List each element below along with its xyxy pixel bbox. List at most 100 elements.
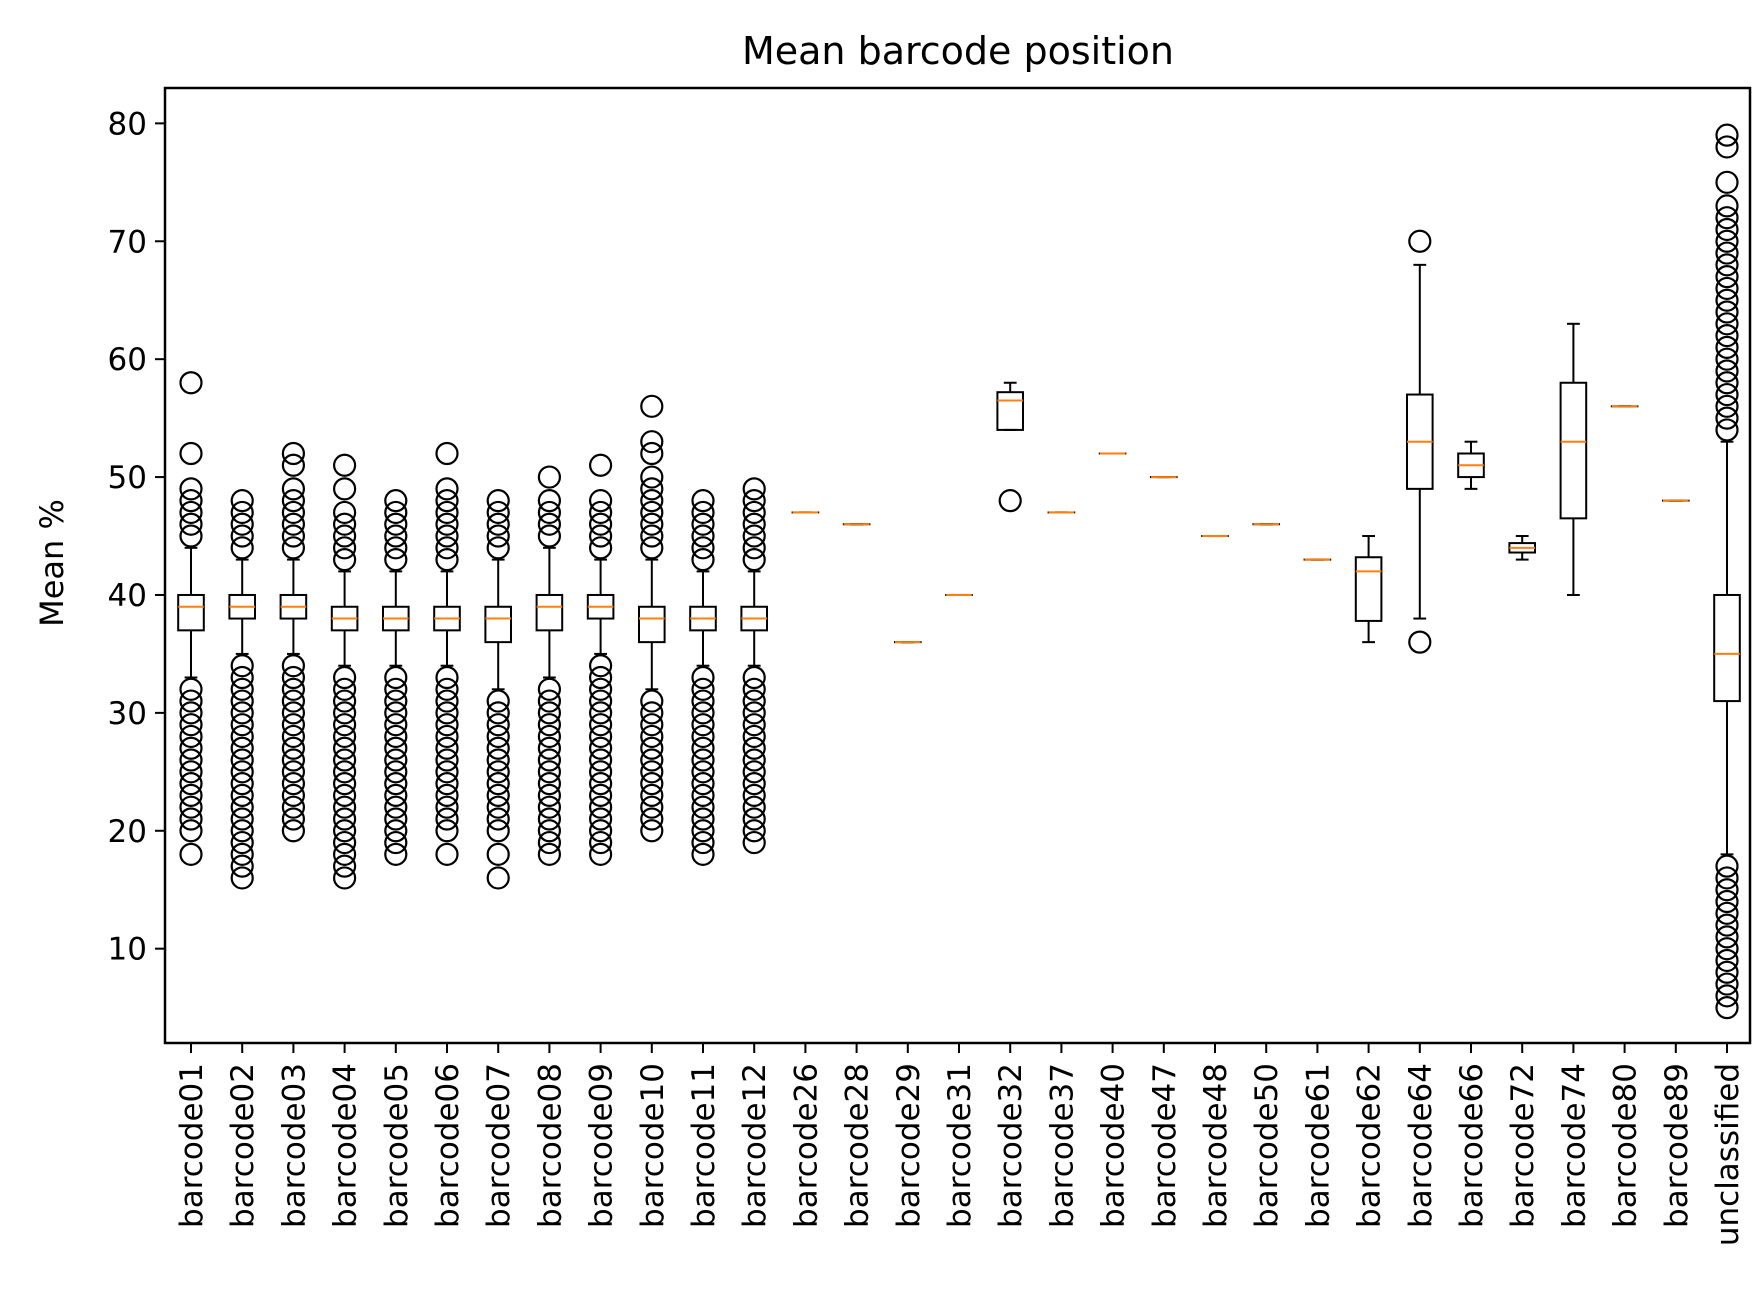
outlier-point bbox=[640, 748, 664, 772]
outlier-point bbox=[588, 713, 613, 737]
outlier-point bbox=[384, 783, 408, 808]
outlier-point bbox=[691, 536, 715, 560]
outlier-point bbox=[588, 665, 613, 690]
outlier-point bbox=[281, 783, 305, 808]
x-tick-label: barcode07 bbox=[481, 1063, 517, 1228]
x-tick-label: barcode89 bbox=[1659, 1063, 1695, 1228]
outlier-point bbox=[998, 489, 1022, 513]
iqr-box bbox=[484, 605, 512, 644]
outlier-point bbox=[691, 724, 715, 749]
outlier-point bbox=[230, 654, 254, 678]
outlier-point bbox=[640, 394, 664, 418]
x-tick-label: barcode80 bbox=[1608, 1063, 1644, 1228]
box-barcode05 bbox=[382, 489, 410, 866]
outlier-point bbox=[281, 724, 305, 749]
outlier-point bbox=[179, 371, 203, 395]
outlier-point bbox=[333, 477, 357, 501]
outlier-point bbox=[179, 783, 203, 808]
x-tick-label: barcode04 bbox=[328, 1063, 364, 1228]
outlier-point bbox=[691, 713, 715, 737]
outlier-point bbox=[486, 500, 510, 525]
outlier-point bbox=[281, 772, 305, 796]
outlier-point bbox=[640, 783, 664, 808]
outlier-point bbox=[691, 772, 715, 796]
y-tick-label: 50 bbox=[108, 460, 147, 496]
outlier-point bbox=[742, 512, 766, 536]
outlier-point bbox=[588, 760, 613, 784]
outlier-point bbox=[1715, 241, 1739, 265]
outlier-point bbox=[1715, 382, 1739, 407]
outlier-point bbox=[537, 807, 562, 831]
x-tick-label: barcode05 bbox=[379, 1063, 415, 1228]
outlier-point bbox=[742, 748, 766, 772]
outlier-point bbox=[384, 665, 408, 690]
box-barcode06 bbox=[433, 441, 461, 866]
outlier-point bbox=[640, 689, 664, 713]
outlier-point bbox=[588, 830, 613, 855]
outlier-point bbox=[179, 689, 203, 713]
box-barcode66 bbox=[1457, 440, 1485, 490]
outlier-point bbox=[435, 524, 459, 548]
x-tick-label: barcode37 bbox=[1044, 1063, 1080, 1228]
outlier-point bbox=[742, 783, 766, 808]
x-tick-label: unclassified bbox=[1710, 1063, 1746, 1246]
outlier-point bbox=[179, 772, 203, 796]
outlier-point bbox=[281, 807, 305, 831]
outlier-point bbox=[333, 500, 357, 525]
outlier-point bbox=[230, 701, 254, 725]
x-tick-label: barcode50 bbox=[1249, 1063, 1285, 1228]
outlier-point bbox=[281, 654, 305, 678]
outlier-point bbox=[640, 772, 664, 796]
outlier-point bbox=[179, 441, 203, 466]
outlier-point bbox=[435, 512, 459, 536]
outlier-point bbox=[384, 512, 408, 536]
outlier-point bbox=[435, 665, 459, 690]
outlier-point bbox=[1715, 913, 1739, 937]
outlier-point bbox=[179, 807, 203, 831]
outlier-point bbox=[384, 842, 408, 866]
outlier-point bbox=[230, 713, 254, 737]
outlier-point bbox=[1715, 253, 1739, 277]
outlier-point bbox=[486, 748, 510, 772]
outlier-point bbox=[384, 677, 408, 701]
outlier-point bbox=[537, 701, 562, 725]
outlier-point bbox=[588, 524, 613, 548]
outlier-point bbox=[384, 548, 408, 572]
outlier-point bbox=[486, 724, 510, 749]
outlier-point bbox=[537, 724, 562, 749]
outlier-point bbox=[281, 819, 305, 843]
outlier-point bbox=[588, 489, 613, 513]
outlier-point bbox=[435, 819, 459, 843]
outlier-point bbox=[384, 724, 408, 749]
outlier-point bbox=[691, 701, 715, 725]
outlier-point bbox=[742, 548, 766, 572]
outlier-point bbox=[1715, 937, 1739, 961]
outlier-point bbox=[281, 453, 305, 477]
outlier-point bbox=[1715, 996, 1739, 1020]
box-barcode03 bbox=[279, 441, 308, 843]
outlier-point bbox=[230, 866, 254, 890]
outlier-point bbox=[179, 842, 203, 866]
outlier-point bbox=[179, 760, 203, 784]
outlier-point bbox=[537, 713, 562, 737]
outlier-point bbox=[537, 736, 562, 760]
outlier-point bbox=[1715, 948, 1739, 973]
outlier-point bbox=[588, 736, 613, 760]
outlier-point bbox=[1715, 406, 1739, 430]
box-barcode32 bbox=[996, 381, 1025, 513]
outlier-point bbox=[435, 477, 459, 501]
outlier-point bbox=[640, 795, 664, 819]
outlier-point bbox=[179, 795, 203, 819]
outlier-point bbox=[486, 760, 510, 784]
outlier-point bbox=[1408, 630, 1432, 654]
box-barcode09 bbox=[586, 453, 615, 866]
outlier-point bbox=[691, 830, 715, 855]
x-tick-label: barcode01 bbox=[174, 1063, 210, 1228]
iqr-box bbox=[1559, 381, 1588, 520]
box-barcode01 bbox=[177, 371, 205, 866]
outlier-point bbox=[1715, 288, 1739, 312]
outlier-point bbox=[691, 524, 715, 548]
outlier-point bbox=[230, 830, 254, 855]
outlier-point bbox=[333, 724, 357, 749]
x-tick-label: barcode08 bbox=[532, 1063, 568, 1228]
